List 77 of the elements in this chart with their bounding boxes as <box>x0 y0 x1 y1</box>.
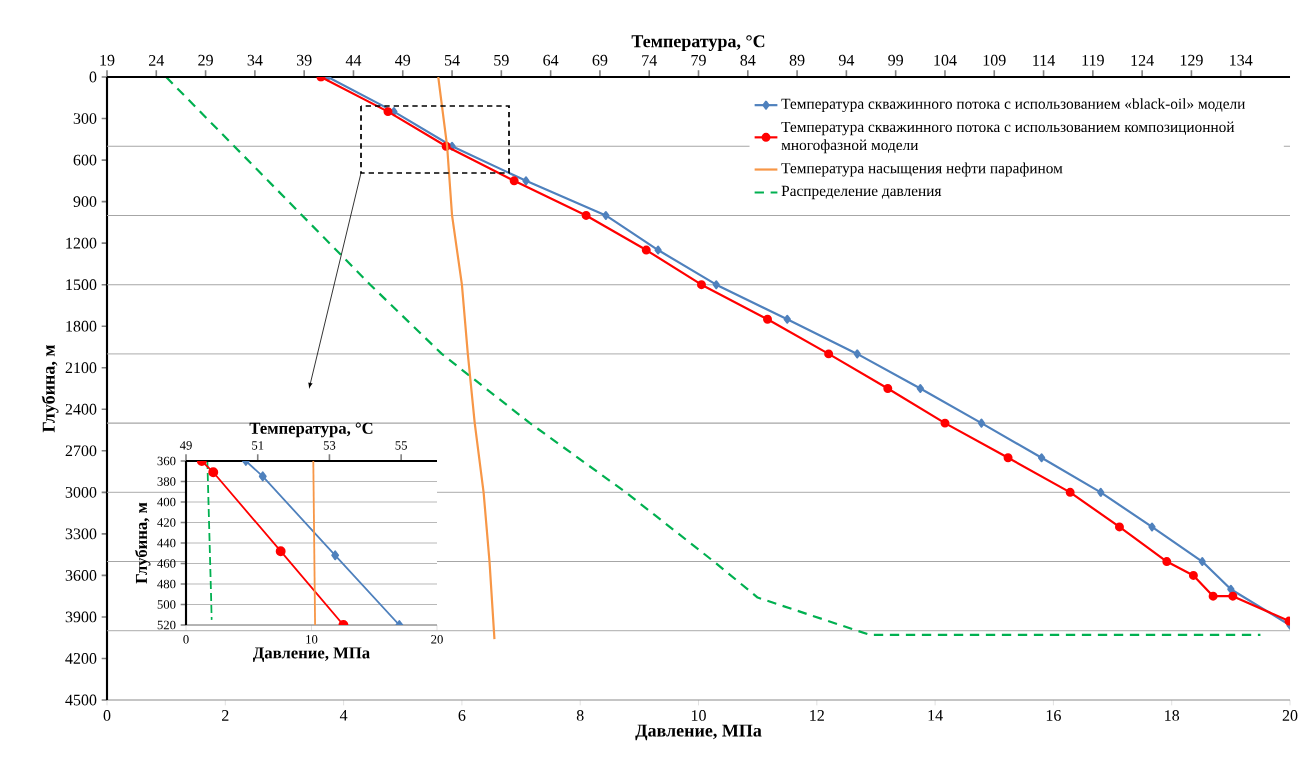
y-tick-label: 520 <box>157 620 176 630</box>
x2-tick-label: 134 <box>1230 54 1253 66</box>
y-tick-label: 440 <box>157 538 176 548</box>
y-tick-label: 2100 <box>65 362 97 374</box>
x2-tick-label: 69 <box>592 54 608 66</box>
y-tick-label: 4200 <box>65 653 97 664</box>
y-tick-label: 600 <box>73 154 97 166</box>
x2-tick-label: 24 <box>149 55 165 66</box>
x2-tick-label: 114 <box>1033 55 1056 66</box>
x-tick-label: 16 <box>1046 710 1061 721</box>
x2-tick-label: 129 <box>1180 54 1203 66</box>
x2-tick-label: 104 <box>934 54 957 66</box>
y-tick-label: 380 <box>157 477 176 486</box>
x2-tick-label: 49 <box>395 54 411 66</box>
x2-tick-label: 59 <box>494 54 509 66</box>
y-tick-label: 3900 <box>65 611 97 623</box>
x2-tick-label: 94 <box>838 54 855 66</box>
y-tick-label: 3600 <box>65 570 97 581</box>
y-tick-label: 460 <box>157 559 176 568</box>
x2-tick-label: 29 <box>198 54 213 66</box>
x2-tick-label: 109 <box>983 54 1006 66</box>
x2-axis-title: Температура, °C <box>249 422 373 438</box>
y-tick-label: 4500 <box>65 694 97 706</box>
x-tick-label: 10 <box>306 635 318 644</box>
x2-tick-label: 89 <box>789 54 805 66</box>
x-tick-label: 0 <box>183 635 189 644</box>
y-tick-label: 1800 <box>66 320 97 332</box>
legend-label: Температура скважинного потока с использованием композиционной многофазной модели <box>781 121 1235 154</box>
x2-tick-label: 55 <box>395 441 407 450</box>
legend-label: Температура скважинного потока с использованием «black-oil» модели <box>781 98 1246 113</box>
x-tick-label: 20 <box>1282 710 1298 721</box>
x2-tick-label: 64 <box>543 54 559 66</box>
y-tick-label: 500 <box>157 600 176 609</box>
y-tick-label: 2700 <box>65 445 97 457</box>
x-tick-label: 14 <box>928 710 943 721</box>
x-tick-label: 4 <box>339 710 348 721</box>
x-tick-label: 12 <box>810 710 824 721</box>
x-axis-title: Давление, МПа <box>252 647 370 662</box>
y-tick-label: 360 <box>157 456 176 466</box>
x2-tick-label: 79 <box>691 54 706 66</box>
x2-tick-label: 84 <box>740 54 756 66</box>
x-tick-label: 0 <box>103 710 111 721</box>
y-tick-label: 2400 <box>65 403 97 415</box>
x-tick-label: 8 <box>576 710 584 721</box>
x2-tick-label: 119 <box>1082 54 1104 66</box>
y-axis-title: Глубина, м <box>41 344 59 433</box>
y-tick-label: 400 <box>157 497 176 507</box>
x2-axis-title: Температура, °C <box>631 35 765 52</box>
x2-tick-label: 99 <box>888 54 904 66</box>
y-tick-label: 420 <box>157 518 176 527</box>
y-tick-label: 3000 <box>65 486 97 498</box>
y-tick-label: 0 <box>89 71 97 83</box>
x-tick-label: 18 <box>1165 710 1180 721</box>
x-tick-label: 20 <box>431 635 443 644</box>
y-tick-label: 1200 <box>66 237 97 249</box>
x2-tick-label: 53 <box>323 441 336 450</box>
legend-label: Температура насыщения нефти парафином <box>781 162 1063 177</box>
x2-tick-label: 54 <box>444 54 460 66</box>
x2-tick-label: 124 <box>1131 55 1154 66</box>
x-axis-title: Давление, МПа <box>635 724 762 741</box>
legend-label: Распределение давления <box>781 185 942 200</box>
x-tick-label: 6 <box>458 710 466 721</box>
x2-tick-label: 39 <box>296 54 312 66</box>
x-tick-label: 10 <box>691 710 706 721</box>
x2-tick-label: 19 <box>100 54 115 66</box>
y-tick-label: 900 <box>73 196 97 207</box>
x2-tick-label: 74 <box>642 55 657 66</box>
x2-tick-label: 51 <box>252 441 264 450</box>
x2-tick-label: 34 <box>247 54 263 66</box>
y-tick-label: 480 <box>157 579 176 589</box>
x2-tick-label: 49 <box>179 441 192 450</box>
y-tick-label: 300 <box>73 113 97 124</box>
y-axis-title: Глубина, м <box>134 502 151 584</box>
y-tick-label: 1500 <box>66 279 97 291</box>
x2-tick-label: 44 <box>345 55 362 66</box>
x-tick-label: 2 <box>222 710 229 721</box>
y-tick-label: 3300 <box>65 528 97 540</box>
